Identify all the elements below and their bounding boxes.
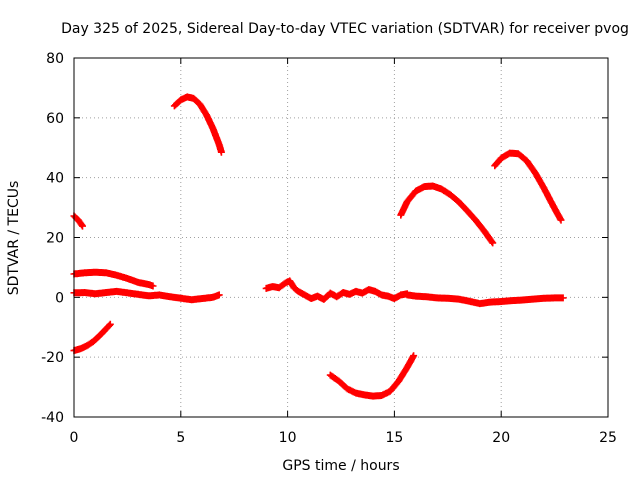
x-tick-label: 15	[385, 430, 403, 446]
x-tick-label: 0	[70, 430, 79, 446]
series-arc-h-markers	[397, 182, 497, 247]
series-arc-j	[491, 149, 565, 224]
x-tick-label: 20	[492, 430, 510, 446]
series-arc-e-markers	[170, 93, 225, 156]
x-axis-title: GPS time / hours	[282, 458, 399, 474]
x-tick-label: 10	[279, 430, 297, 446]
series-arc-e	[170, 93, 225, 156]
series-arc-i	[403, 291, 567, 308]
y-tick-label: -20	[41, 350, 64, 366]
y-axis-title: SDTVAR / TECUs	[6, 181, 22, 296]
y-tick-label: 20	[46, 231, 64, 247]
y-tick-label: 80	[46, 51, 64, 67]
y-tick-label: 60	[46, 111, 64, 127]
series-arc-g-markers	[326, 352, 418, 400]
x-tick-label: 5	[176, 430, 185, 446]
series-arc-i-markers	[403, 291, 567, 308]
series-arc-f-markers	[262, 277, 411, 303]
y-tick-label: -40	[41, 410, 64, 426]
y-tick-label: 0	[55, 290, 64, 306]
series-arc-g	[326, 352, 418, 400]
series-arc-f	[262, 277, 411, 303]
chart-title: Day 325 of 2025, Sidereal Day-to-day VTE…	[61, 21, 629, 37]
x-tick-label: 25	[599, 430, 617, 446]
axis-layer: 0 5 10 15 20 25 -40 -20 0 20 40 60 80	[41, 51, 617, 446]
series-arc-h	[397, 182, 497, 247]
series-arc-j-markers	[491, 149, 565, 224]
y-tick-label: 40	[46, 171, 64, 187]
